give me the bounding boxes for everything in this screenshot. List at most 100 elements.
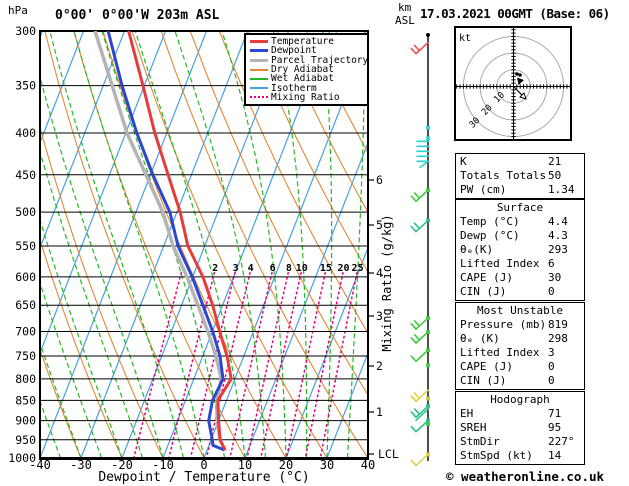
pressure-tick-label: 500: [15, 205, 36, 219]
legend-swatch: [250, 68, 268, 71]
mixing-ratio-label: 8: [286, 263, 292, 274]
stat-value: 298: [548, 332, 568, 345]
stat-row: PW (cm) 1.34: [460, 183, 580, 197]
stat-label: Temp (°C): [460, 215, 520, 228]
hodograph-unit-label: kt: [459, 33, 471, 44]
stat-label: K: [460, 155, 467, 168]
pressure-tick-label: 400: [15, 126, 36, 140]
stats-box-indices: K 21 Totals Totals 50 PW (cm) 1.34: [455, 153, 585, 199]
stat-row: CAPE (J) 0: [460, 360, 580, 374]
km-tick-label: 1: [376, 405, 383, 419]
stat-label: CIN (J): [460, 374, 507, 387]
stat-label: Lifted Index: [460, 346, 540, 359]
stat-row: EH 71: [460, 407, 580, 421]
stat-label: CAPE (J): [460, 360, 513, 373]
pressure-tick-label: 350: [15, 79, 36, 93]
stat-row: Totals Totals 50: [460, 169, 580, 183]
wind-barb-column: [410, 33, 430, 467]
stat-label: θₑ (K): [460, 332, 500, 345]
pressure-tick-label: 800: [15, 372, 36, 386]
stat-value: 71: [548, 407, 562, 420]
stat-row: CIN (J) 0: [460, 285, 580, 299]
legend-swatch: [250, 40, 268, 44]
stat-row: StmSpd (kt) 14: [460, 449, 580, 463]
stat-row: θₑ(K) 293: [460, 243, 580, 257]
pressure-tick-label: 850: [15, 393, 36, 407]
altitude-axis-unit-asl: ASL: [395, 14, 415, 27]
legend-label: Dry Adiabat: [271, 64, 334, 76]
mixing-ratio-label: 10: [296, 263, 308, 274]
altitude-axis-unit-km: km: [398, 1, 412, 14]
stat-value: 50: [548, 169, 562, 182]
stat-value: 6: [548, 257, 555, 270]
stat-value: 4.3: [548, 229, 568, 242]
stat-value: 30: [548, 271, 562, 284]
temp-tick-label: -20: [111, 458, 133, 472]
stats-box-hodograph: Hodograph EH 71 SREH 95 StmDir 227° StmSpd (kt)…: [455, 391, 585, 465]
legend-label: Temperature: [271, 36, 334, 48]
stats-box-surface: Surface Temp (°C) 4.4 Dewp (°C) 4.3 θₑ(K) 293 L…: [455, 199, 585, 301]
legend-swatch: [250, 96, 268, 99]
stat-row: Lifted Index 6: [460, 257, 580, 271]
legend-item: Temperature: [250, 36, 365, 48]
legend-item: Parcel Trajectory: [250, 55, 368, 66]
legend-item: Wet Adiabat: [250, 73, 365, 84]
km-tick-label: 5: [376, 218, 383, 232]
stat-row: CIN (J) 0: [460, 374, 580, 388]
legend-item: Isotherm: [250, 82, 365, 94]
mixing-ratio-label: 25: [352, 263, 364, 274]
stat-value: 21: [548, 155, 562, 168]
x-axis-label: Dewpoint / Temperature (°C): [98, 470, 310, 485]
pressure-tick-label: 450: [15, 168, 36, 182]
stat-row: StmDir 227°: [460, 435, 580, 449]
curve-temperature: [127, 31, 233, 451]
stat-value: 95: [548, 421, 562, 434]
pressure-tick-label: 700: [15, 325, 36, 339]
stat-label: Dewp (°C): [460, 229, 520, 242]
curve-dewpoint: [106, 31, 226, 452]
stat-label: StmSpd (kt): [460, 449, 533, 462]
stat-value: 227°: [548, 435, 575, 448]
pressure-tick-label: 600: [15, 270, 36, 284]
temp-tick-label: 20: [279, 458, 293, 472]
stats-box-title: Most Unstable: [476, 304, 564, 317]
temp-tick-label: 10: [238, 458, 252, 472]
stat-label: Lifted Index: [460, 257, 540, 270]
legend-item: Dry Adiabat: [250, 64, 365, 76]
legend-swatch: [250, 58, 268, 62]
stat-label: Totals Totals: [460, 169, 547, 182]
stat-row: SREH 95: [460, 421, 580, 435]
stat-value: 0: [548, 285, 555, 298]
temp-tick-label: -30: [70, 458, 92, 472]
pressure-gridlines: [39, 30, 369, 460]
legend-swatch: [250, 87, 268, 90]
stat-row: Pressure (mb) 819: [460, 318, 580, 332]
stat-label: Pressure (mb): [460, 318, 547, 331]
legend-item: Mixing Ratio: [250, 92, 365, 103]
datetime-title: 17.03.2021 00GMT (Base: 06): [420, 6, 610, 21]
credit-text: © weatheronline.co.uk: [446, 469, 605, 484]
legend-label: Dewpoint: [271, 45, 317, 57]
stat-row: CAPE (J) 30: [460, 271, 580, 285]
lcl-label: LCL: [378, 447, 399, 461]
pressure-tick-label: 1000: [8, 451, 36, 465]
stat-value: 0: [548, 374, 555, 387]
stat-label: PW (cm): [460, 183, 507, 196]
stat-value: 14: [548, 449, 562, 462]
stat-value: 3: [548, 346, 555, 359]
stat-value: 0: [548, 360, 555, 373]
temp-tick-label: -40: [29, 458, 51, 472]
mixing-ratio-label: 2: [212, 263, 218, 274]
legend-label: Isotherm: [271, 82, 317, 94]
pressure-tick-label: 300: [15, 24, 36, 38]
stat-label: CAPE (J): [460, 271, 513, 284]
stat-value: 4.4: [548, 215, 568, 228]
pressure-tick-label: 950: [15, 433, 36, 447]
stats-box-title: Hodograph: [490, 393, 550, 406]
station-title: 0°00' 0°00'W 203m ASL: [55, 8, 220, 23]
stats-box-title: Surface: [496, 201, 544, 214]
legend-item: Dewpoint: [250, 45, 365, 57]
km-tick-label: 6: [376, 173, 383, 187]
